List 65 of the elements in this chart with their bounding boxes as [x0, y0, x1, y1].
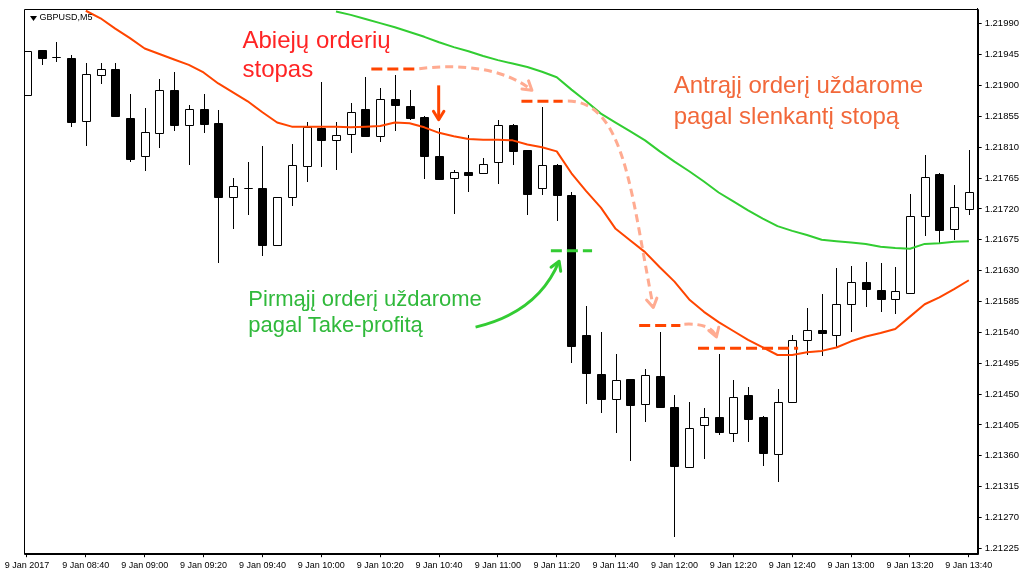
- y-tick-label: 1.21630: [984, 264, 1019, 276]
- candlestick: [612, 353, 621, 434]
- candlestick: [965, 149, 974, 216]
- candlestick: [891, 266, 900, 315]
- candlestick: [200, 93, 209, 134]
- candlestick: [818, 293, 827, 357]
- x-tick-label: 9 Jan 12:00: [650, 560, 699, 571]
- candlestick: [464, 134, 473, 193]
- y-tick-label: 1.21720: [984, 202, 1019, 214]
- x-tick-label: 9 Jan 13:00: [827, 560, 875, 571]
- y-tick-label: 1.21675: [984, 233, 1019, 245]
- candlestick: [538, 106, 547, 196]
- y-tick-label: 1.21225: [984, 542, 1019, 554]
- y-tick-label: 1.21810: [984, 140, 1019, 152]
- y-tick-label: 1.21540: [984, 326, 1019, 338]
- candlestick: [141, 107, 150, 172]
- candlestick: [847, 265, 856, 333]
- candlestick: [435, 127, 444, 181]
- x-tick-label: 9 Jan 10:40: [415, 560, 463, 571]
- x-tick-label: 9 Jan 09:20: [180, 560, 228, 571]
- candlestick: [862, 261, 871, 308]
- y-tick-label: 1.21585: [984, 295, 1019, 307]
- annotation: Antrąjį orderį uždarome pagal slenkantį stopą: [673, 69, 924, 131]
- x-tick-label: 9 Jan 09:40: [238, 560, 286, 571]
- annotation: Pirmąjį orderį uždarome pagal Take-profitą: [248, 285, 482, 338]
- y-tick-label: 1.21990: [984, 17, 1019, 29]
- x-tick-label: 9 Jan 13:20: [886, 560, 934, 571]
- candlestick: [744, 386, 753, 443]
- candlestick: [803, 307, 812, 356]
- candlestick: [317, 81, 326, 168]
- candlestick: [700, 407, 709, 460]
- x-tick-label: 9 Jan 10:00: [297, 560, 345, 571]
- x-tick-label: 9 Jan 12:40: [768, 560, 816, 571]
- y-tick-label: 1.21360: [984, 449, 1019, 461]
- x-tick-label: 9 Jan 09:00: [121, 560, 169, 571]
- y-tick-label: 1.21900: [984, 79, 1019, 91]
- candlestick: [450, 169, 459, 215]
- x-tick-label: 9 Jan 2017: [4, 560, 50, 571]
- x-tick-label: 9 Jan 13:40: [945, 560, 993, 571]
- candlestick: [877, 262, 886, 313]
- y-tick-label: 1.21270: [984, 511, 1019, 523]
- x-tick-label: 9 Jan 11:40: [592, 560, 639, 571]
- candlestick: [185, 104, 194, 166]
- candlestick: [950, 184, 959, 241]
- x-tick-label: 9 Jan 10:20: [356, 560, 404, 571]
- x-tick-label: 9 Jan 12:20: [709, 560, 757, 571]
- candlestick: [406, 89, 415, 121]
- annotation: Abiejų orderių stopas: [242, 25, 391, 84]
- x-tick-label: 9 Jan 11:00: [474, 560, 522, 571]
- candlestick: [332, 121, 341, 171]
- x-tick-label: 9 Jan 08:40: [62, 560, 110, 571]
- x-tick-label: 9 Jan 11:20: [533, 560, 580, 571]
- y-tick-label: 1.21765: [984, 171, 1019, 183]
- candlestick: [229, 177, 238, 230]
- candlestick: [97, 62, 106, 85]
- candlestick: [715, 353, 724, 436]
- y-tick-label: 1.21450: [984, 387, 1019, 399]
- y-tick-label: 1.21495: [984, 356, 1019, 368]
- candlestick: [391, 74, 400, 132]
- y-tick-label: 1.21945: [984, 48, 1019, 60]
- candlestick: [347, 102, 356, 154]
- chart-title: GBPUSD,M5: [39, 11, 93, 23]
- y-tick-label: 1.21855: [984, 109, 1019, 121]
- y-tick-label: 1.21315: [984, 480, 1019, 492]
- y-tick-label: 1.21405: [984, 418, 1019, 430]
